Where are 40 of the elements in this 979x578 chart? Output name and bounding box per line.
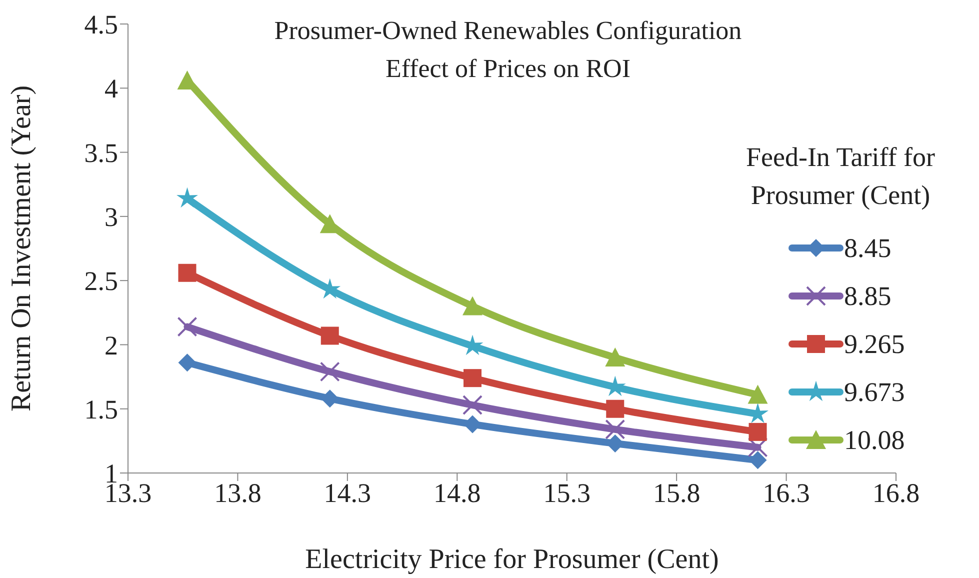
x-tick-label: 13.8 <box>214 478 262 508</box>
x-tick-label: 16.8 <box>872 478 920 508</box>
chart-title: Prosumer-Owned Renewables Configuration <box>273 15 743 47</box>
legend-label: 8.45 <box>844 232 892 264</box>
legend-label: 8.85 <box>844 280 892 312</box>
point <box>605 419 626 440</box>
legend-label: 9.673 <box>844 376 905 408</box>
legend-title: Feed-In Tariff for Prosumer (Cent) <box>744 141 936 212</box>
point <box>320 362 340 382</box>
point <box>748 437 768 458</box>
y-tick-label: 3.5 <box>84 138 118 168</box>
y-tick-label: 3 <box>104 202 118 232</box>
x-tick-label: 14.8 <box>434 478 481 508</box>
y-axis-title: Return On Investment (Year) <box>6 85 37 412</box>
x-tick-label: 14.3 <box>324 478 372 508</box>
point <box>748 384 768 404</box>
point <box>176 187 198 208</box>
x-tick-label: 15.8 <box>652 478 700 508</box>
text: Effect of Prices on ROI <box>384 53 632 85</box>
point <box>320 390 339 408</box>
point <box>320 326 339 345</box>
point <box>748 422 767 441</box>
point <box>178 264 196 282</box>
y-tick-label: 4 <box>104 74 118 104</box>
y-tick-label: 4.5 <box>84 10 118 40</box>
y-tick-label: 2 <box>104 330 118 360</box>
point <box>462 395 483 416</box>
point <box>605 348 626 367</box>
y-tick-label: 2.5 <box>84 266 118 296</box>
legend-label: 9.265 <box>844 328 905 360</box>
y-tick-label: 1.5 <box>84 394 118 424</box>
point <box>178 354 196 372</box>
x-axis-title: Electricity Price for Prosumer (Cent) <box>305 544 719 575</box>
point <box>177 316 198 337</box>
point <box>462 296 483 316</box>
point <box>606 400 624 418</box>
x-tick-label: 15.3 <box>543 478 590 508</box>
point <box>464 369 482 388</box>
x-tick-label: 16.3 <box>762 478 810 508</box>
legend-label: 10.08 <box>844 424 905 456</box>
